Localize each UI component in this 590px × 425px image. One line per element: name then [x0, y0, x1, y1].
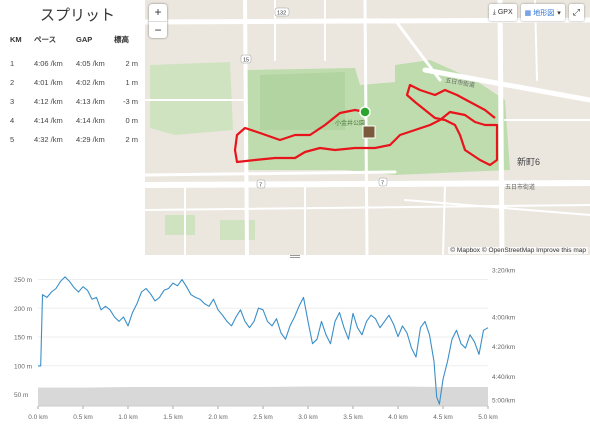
y-right-tick-label: 4:40/km — [492, 374, 515, 381]
gpx-label: GPX — [497, 9, 513, 16]
split-km: 2 — [10, 78, 15, 87]
map-attribution[interactable]: © Mapbox © OpenStreetMap Improve this ma… — [448, 247, 588, 254]
splits-panel: スプリット KM ペース GAP 標高 1 4:06 /km 4:05 /km 2 m… — [0, 0, 145, 255]
split-row: 5 4:32 /km 4:29 /km 2 m — [4, 130, 138, 149]
y-left-tick-label: 50 m — [14, 392, 28, 399]
split-elevation: 2 m — [125, 135, 138, 144]
y-left-tick-label: 200 m — [14, 306, 32, 313]
zoom-control: + − — [149, 4, 167, 38]
split-gap: 4:29 /km — [76, 135, 105, 144]
y-right-tick-label: 5:00/km — [492, 398, 515, 405]
split-row: 3 4:12 /km 4:13 /km -3 m — [4, 92, 138, 111]
x-tick-label: 4.5 km — [433, 414, 453, 421]
x-tick-label: 5.0 km — [478, 414, 498, 421]
y-left-tick-label: 150 m — [14, 335, 32, 342]
shield-7b: 7 — [381, 181, 384, 187]
route-start-marker — [359, 106, 371, 118]
split-row: 1 4:06 /km 4:05 /km 2 m — [4, 54, 138, 73]
x-tick-label: 0.0 km — [28, 414, 48, 421]
header-km: KM — [10, 35, 22, 44]
split-elevation: 0 m — [125, 116, 138, 125]
fullscreen-button[interactable]: ⤢ — [568, 4, 584, 21]
shield-7a: 7 — [259, 183, 262, 189]
shield-132: 132 — [277, 11, 286, 17]
x-tick-label: 3.5 km — [343, 414, 363, 421]
split-km: 5 — [10, 135, 15, 144]
split-row: 2 4:01 /km 4:02 /km 1 m — [4, 73, 138, 92]
route-map[interactable]: 小金井公園 新町6 五日市街道 五日市街道 132 15 7 7 + − ⤓ G… — [145, 0, 590, 255]
header-pace: ペース — [34, 35, 57, 44]
map-layer-icon: ▦ — [524, 9, 532, 17]
chevron-down-icon: ▾ — [557, 9, 561, 17]
splits-table: KM ペース GAP 標高 1 4:06 /km 4:05 /km 2 m 2 4:01 … — [4, 34, 138, 149]
splits-header-row: KM ペース GAP 標高 — [4, 34, 138, 54]
elevation-area — [38, 386, 488, 406]
pace-line — [38, 276, 489, 405]
route-line — [233, 83, 499, 167]
header-elevation: 標高 — [114, 35, 129, 44]
x-tick-label: 1.0 km — [118, 414, 138, 421]
y-right-tick-label: 3:20/km — [492, 268, 515, 275]
zoom-out-button[interactable]: − — [149, 21, 167, 38]
split-pace: 4:14 /km — [34, 116, 63, 125]
split-gap: 4:14 /km — [76, 116, 105, 125]
y-left-tick-label: 250 m — [14, 277, 32, 284]
map-style-dropdown[interactable]: ▦ 地形図 ▾ — [520, 4, 565, 21]
split-km: 3 — [10, 97, 15, 106]
split-pace: 4:32 /km — [34, 135, 63, 144]
split-gap: 4:02 /km — [76, 78, 105, 87]
x-tick-label: 2.5 km — [253, 414, 273, 421]
x-tick-label: 2.0 km — [208, 414, 228, 421]
map-toolbar: ⤓ GPX ▦ 地形図 ▾ ⤢ — [488, 4, 584, 21]
split-pace: 4:06 /km — [34, 59, 63, 68]
route-shields: 132 15 7 7 — [240, 7, 388, 189]
x-tick-label: 3.0 km — [298, 414, 318, 421]
resize-handle[interactable] — [290, 255, 300, 258]
shield-15: 15 — [243, 58, 249, 64]
gpx-download-button[interactable]: ⤓ GPX — [488, 4, 517, 21]
map-canvas[interactable]: 小金井公園 新町6 五日市街道 五日市街道 132 15 7 7 — [145, 0, 590, 255]
download-icon: ⤓ — [492, 8, 496, 16]
fullscreen-icon: ⤢ — [572, 7, 580, 17]
split-elevation: -3 m — [123, 97, 138, 106]
label-park: 小金井公園 — [335, 119, 365, 127]
header-gap: GAP — [76, 35, 93, 44]
zoom-in-button[interactable]: + — [154, 5, 162, 19]
splits-title: スプリット — [40, 7, 116, 24]
map-style-label: 地形図 — [533, 9, 555, 17]
split-elevation: 1 m — [125, 78, 138, 87]
y-right-tick-label: 4:00/km — [492, 314, 515, 321]
x-tick-label: 4.0 km — [388, 414, 408, 421]
split-gap: 4:13 /km — [76, 97, 105, 106]
y-left-tick-label: 100 m — [14, 363, 32, 370]
split-pace: 4:12 /km — [34, 97, 63, 106]
park-area-west — [150, 62, 233, 135]
route-photo-marker — [362, 125, 376, 139]
split-row: 4 4:14 /km 4:14 /km 0 m — [4, 111, 138, 130]
split-elevation: 2 m — [125, 59, 138, 68]
y-right-tick-label: 4:20/km — [492, 344, 515, 351]
x-tick-label: 0.5 km — [73, 414, 93, 421]
split-gap: 4:05 /km — [76, 59, 105, 68]
label-street-itsukaichi: 五日市街道 — [505, 183, 535, 191]
label-shinmachi: 新町6 — [517, 156, 540, 167]
split-km: 4 — [10, 116, 15, 125]
x-tick-label: 1.5 km — [163, 414, 183, 421]
split-pace: 4:01 /km — [34, 78, 63, 87]
elevation-pace-chart[interactable]: 50 m 100 m 150 m 200 m 250 m 3:20/km 4:00/km 4:… — [0, 262, 590, 425]
split-km: 1 — [10, 59, 15, 68]
